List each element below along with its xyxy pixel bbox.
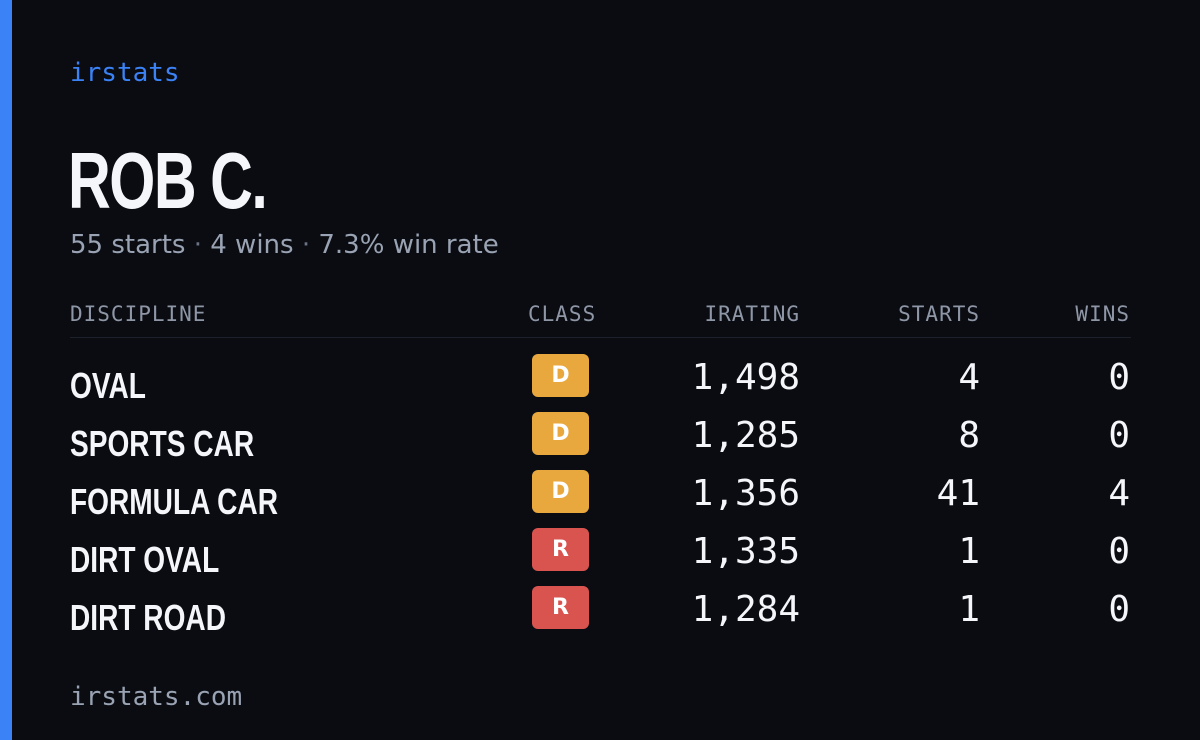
- starts-summary: 55 starts: [70, 230, 186, 260]
- summary-separator: ·: [193, 230, 202, 260]
- table-row: SPORTS CAR D 1,285 8 0: [70, 408, 1131, 466]
- footer-url: irstats.com: [70, 682, 243, 712]
- table-row: DIRT ROAD R 1,284 1 0: [70, 582, 1131, 640]
- table-header: DISCIPLINE CLASS IRATING STARTS WINS: [70, 300, 1131, 328]
- irating-value: 1,356: [691, 473, 800, 514]
- header-irating: IRATING: [704, 302, 800, 326]
- career-summary: 55 starts · 4 wins · 7.3% win rate: [70, 228, 499, 262]
- discipline-name: DIRT OVAL: [70, 539, 220, 580]
- header-starts: STARTS: [898, 302, 980, 326]
- wins-value: 0: [1108, 589, 1130, 630]
- summary-separator: ·: [301, 230, 311, 260]
- wins-value: 0: [1108, 415, 1130, 456]
- table-row: FORMULA CAR D 1,356 41 4: [70, 466, 1131, 524]
- starts-value: 1: [958, 531, 980, 572]
- starts-value: 4: [958, 357, 980, 398]
- player-name: ROB C.: [68, 136, 268, 225]
- irating-value: 1,285: [691, 415, 800, 456]
- starts-value: 8: [958, 415, 980, 456]
- table-row: OVAL D 1,498 4 0: [70, 350, 1131, 408]
- starts-value: 41: [936, 473, 980, 514]
- class-badge: D: [532, 354, 589, 397]
- class-badge: R: [532, 528, 589, 571]
- wins-value: 0: [1108, 357, 1130, 398]
- class-badge: D: [532, 470, 589, 513]
- accent-bar: [0, 0, 12, 740]
- discipline-table: OVAL D 1,498 4 0 SPORTS CAR D 1,285 8 0 …: [70, 350, 1131, 640]
- discipline-name: SPORTS CAR: [70, 423, 255, 464]
- header-class: CLASS: [528, 302, 597, 326]
- discipline-name: OVAL: [70, 365, 146, 406]
- header-discipline: DISCIPLINE: [70, 302, 207, 326]
- wins-summary: 4 wins: [210, 230, 294, 260]
- wins-value: 0: [1108, 531, 1130, 572]
- irating-value: 1,498: [691, 357, 800, 398]
- table-divider: [70, 337, 1131, 338]
- class-badge: D: [532, 412, 589, 455]
- win-rate-summary: 7.3% win rate: [318, 230, 499, 260]
- discipline-name: FORMULA CAR: [70, 481, 278, 522]
- class-badge: R: [532, 586, 589, 629]
- discipline-name: DIRT ROAD: [70, 597, 226, 638]
- wins-value: 4: [1108, 473, 1130, 514]
- brand-logo: irstats: [70, 58, 180, 88]
- header-wins: WINS: [1075, 302, 1130, 326]
- starts-value: 1: [958, 589, 980, 630]
- irating-value: 1,284: [691, 589, 800, 630]
- irating-value: 1,335: [691, 531, 800, 572]
- table-row: DIRT OVAL R 1,335 1 0: [70, 524, 1131, 582]
